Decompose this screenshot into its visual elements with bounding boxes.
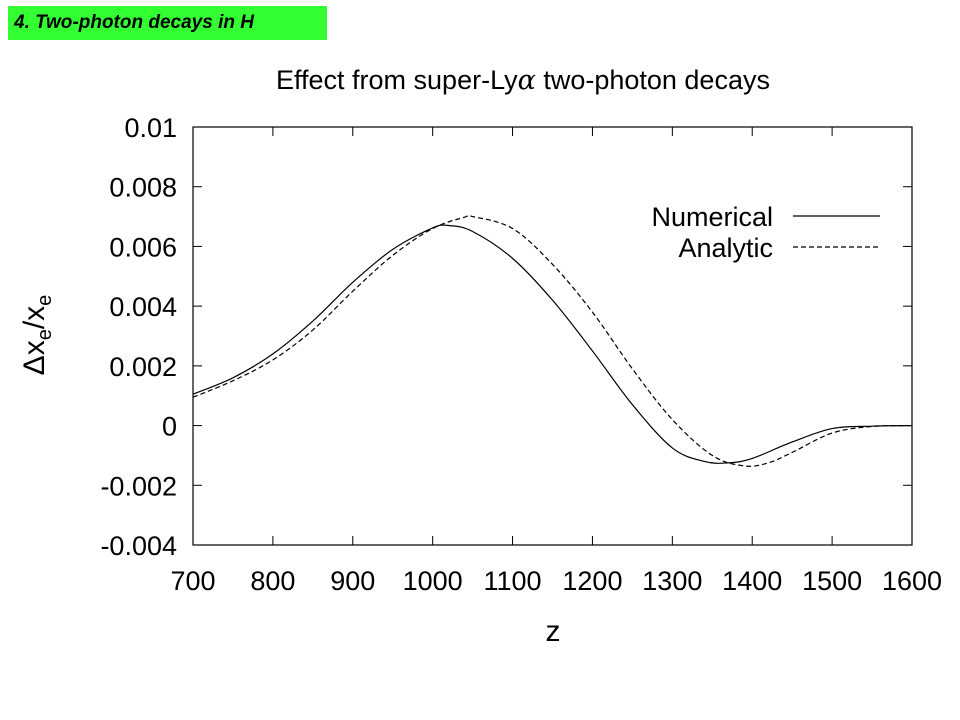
y-tick-label: 0.002 [109,352,177,382]
legend-label-numerical: Numerical [651,202,773,232]
plot-area: 700 800 900 1000 1100 1200 1300 1400 1500 1600 -0.… [100,113,942,596]
y-tick-label: 0.008 [109,173,177,203]
x-tick-label: 700 [170,566,215,596]
y-tick-label: -0.004 [100,531,177,561]
y-tick-label: 0 [162,412,177,442]
y-tick-label: -0.002 [100,471,177,501]
chart-title: Effect from super-Lyα two-photon decays [276,65,770,96]
legend: Numerical Analytic [651,202,880,263]
y-axis-label: Δxe/xe [18,295,56,376]
section-tag: 4. Two-photon decays in H [8,6,327,40]
series-line-numerical [192,224,913,464]
x-tick-label: 1600 [882,566,942,596]
x-tick-label: 1000 [403,566,463,596]
x-tick-label: 1500 [802,566,862,596]
y-tick-label: 0.004 [109,292,177,322]
plot-frame [192,126,913,546]
y-tick-label: 0.01 [124,113,177,143]
x-tick-label: 1400 [722,566,782,596]
x-tick-label: 1100 [484,566,542,596]
x-tick-label: 1300 [642,566,702,596]
y-tick-label: 0.006 [109,232,177,262]
legend-label-analytic: Analytic [678,233,773,263]
x-tick-label: 1200 [562,566,622,596]
x-tick-label: 800 [250,566,295,596]
series-line-analytic [192,214,913,467]
x-tick-label: 900 [330,566,375,596]
x-axis-label: z [546,615,561,648]
